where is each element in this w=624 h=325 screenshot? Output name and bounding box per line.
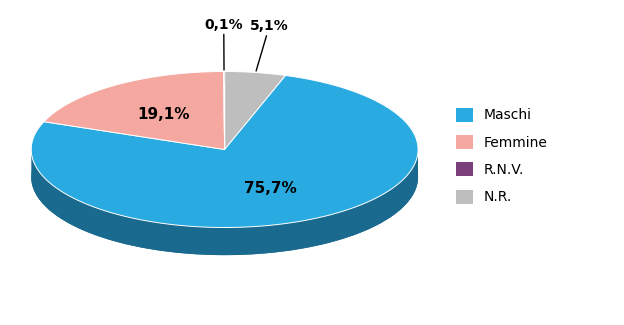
Polygon shape xyxy=(223,72,225,150)
Polygon shape xyxy=(225,72,286,150)
Polygon shape xyxy=(31,75,418,228)
Polygon shape xyxy=(31,152,418,255)
Text: 75,7%: 75,7% xyxy=(244,181,296,196)
Text: 0,1%: 0,1% xyxy=(205,18,243,70)
Text: 19,1%: 19,1% xyxy=(138,107,190,122)
Legend: Maschi, Femmine, R.N.V., N.R.: Maschi, Femmine, R.N.V., N.R. xyxy=(456,108,548,204)
Ellipse shape xyxy=(31,99,418,255)
Polygon shape xyxy=(44,72,225,150)
Text: 5,1%: 5,1% xyxy=(250,19,289,71)
